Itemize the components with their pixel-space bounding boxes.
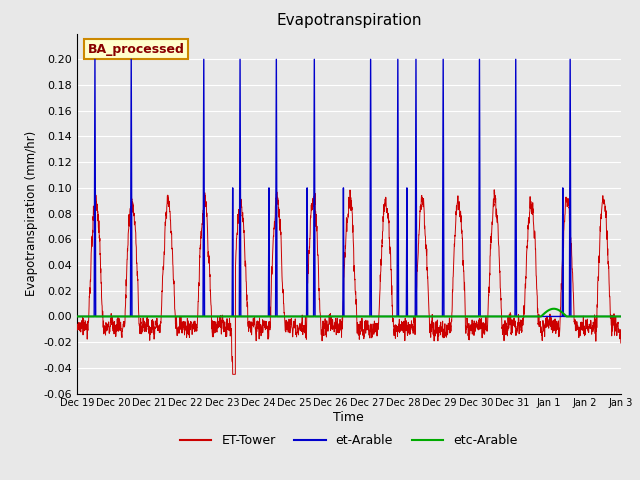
Legend: ET-Tower, et-Arable, etc-Arable: ET-Tower, et-Arable, etc-Arable xyxy=(175,429,522,452)
X-axis label: Time: Time xyxy=(333,411,364,424)
Text: BA_processed: BA_processed xyxy=(88,43,184,56)
Title: Evapotranspiration: Evapotranspiration xyxy=(276,13,422,28)
Y-axis label: Evapotranspiration (mm/hr): Evapotranspiration (mm/hr) xyxy=(24,131,38,296)
